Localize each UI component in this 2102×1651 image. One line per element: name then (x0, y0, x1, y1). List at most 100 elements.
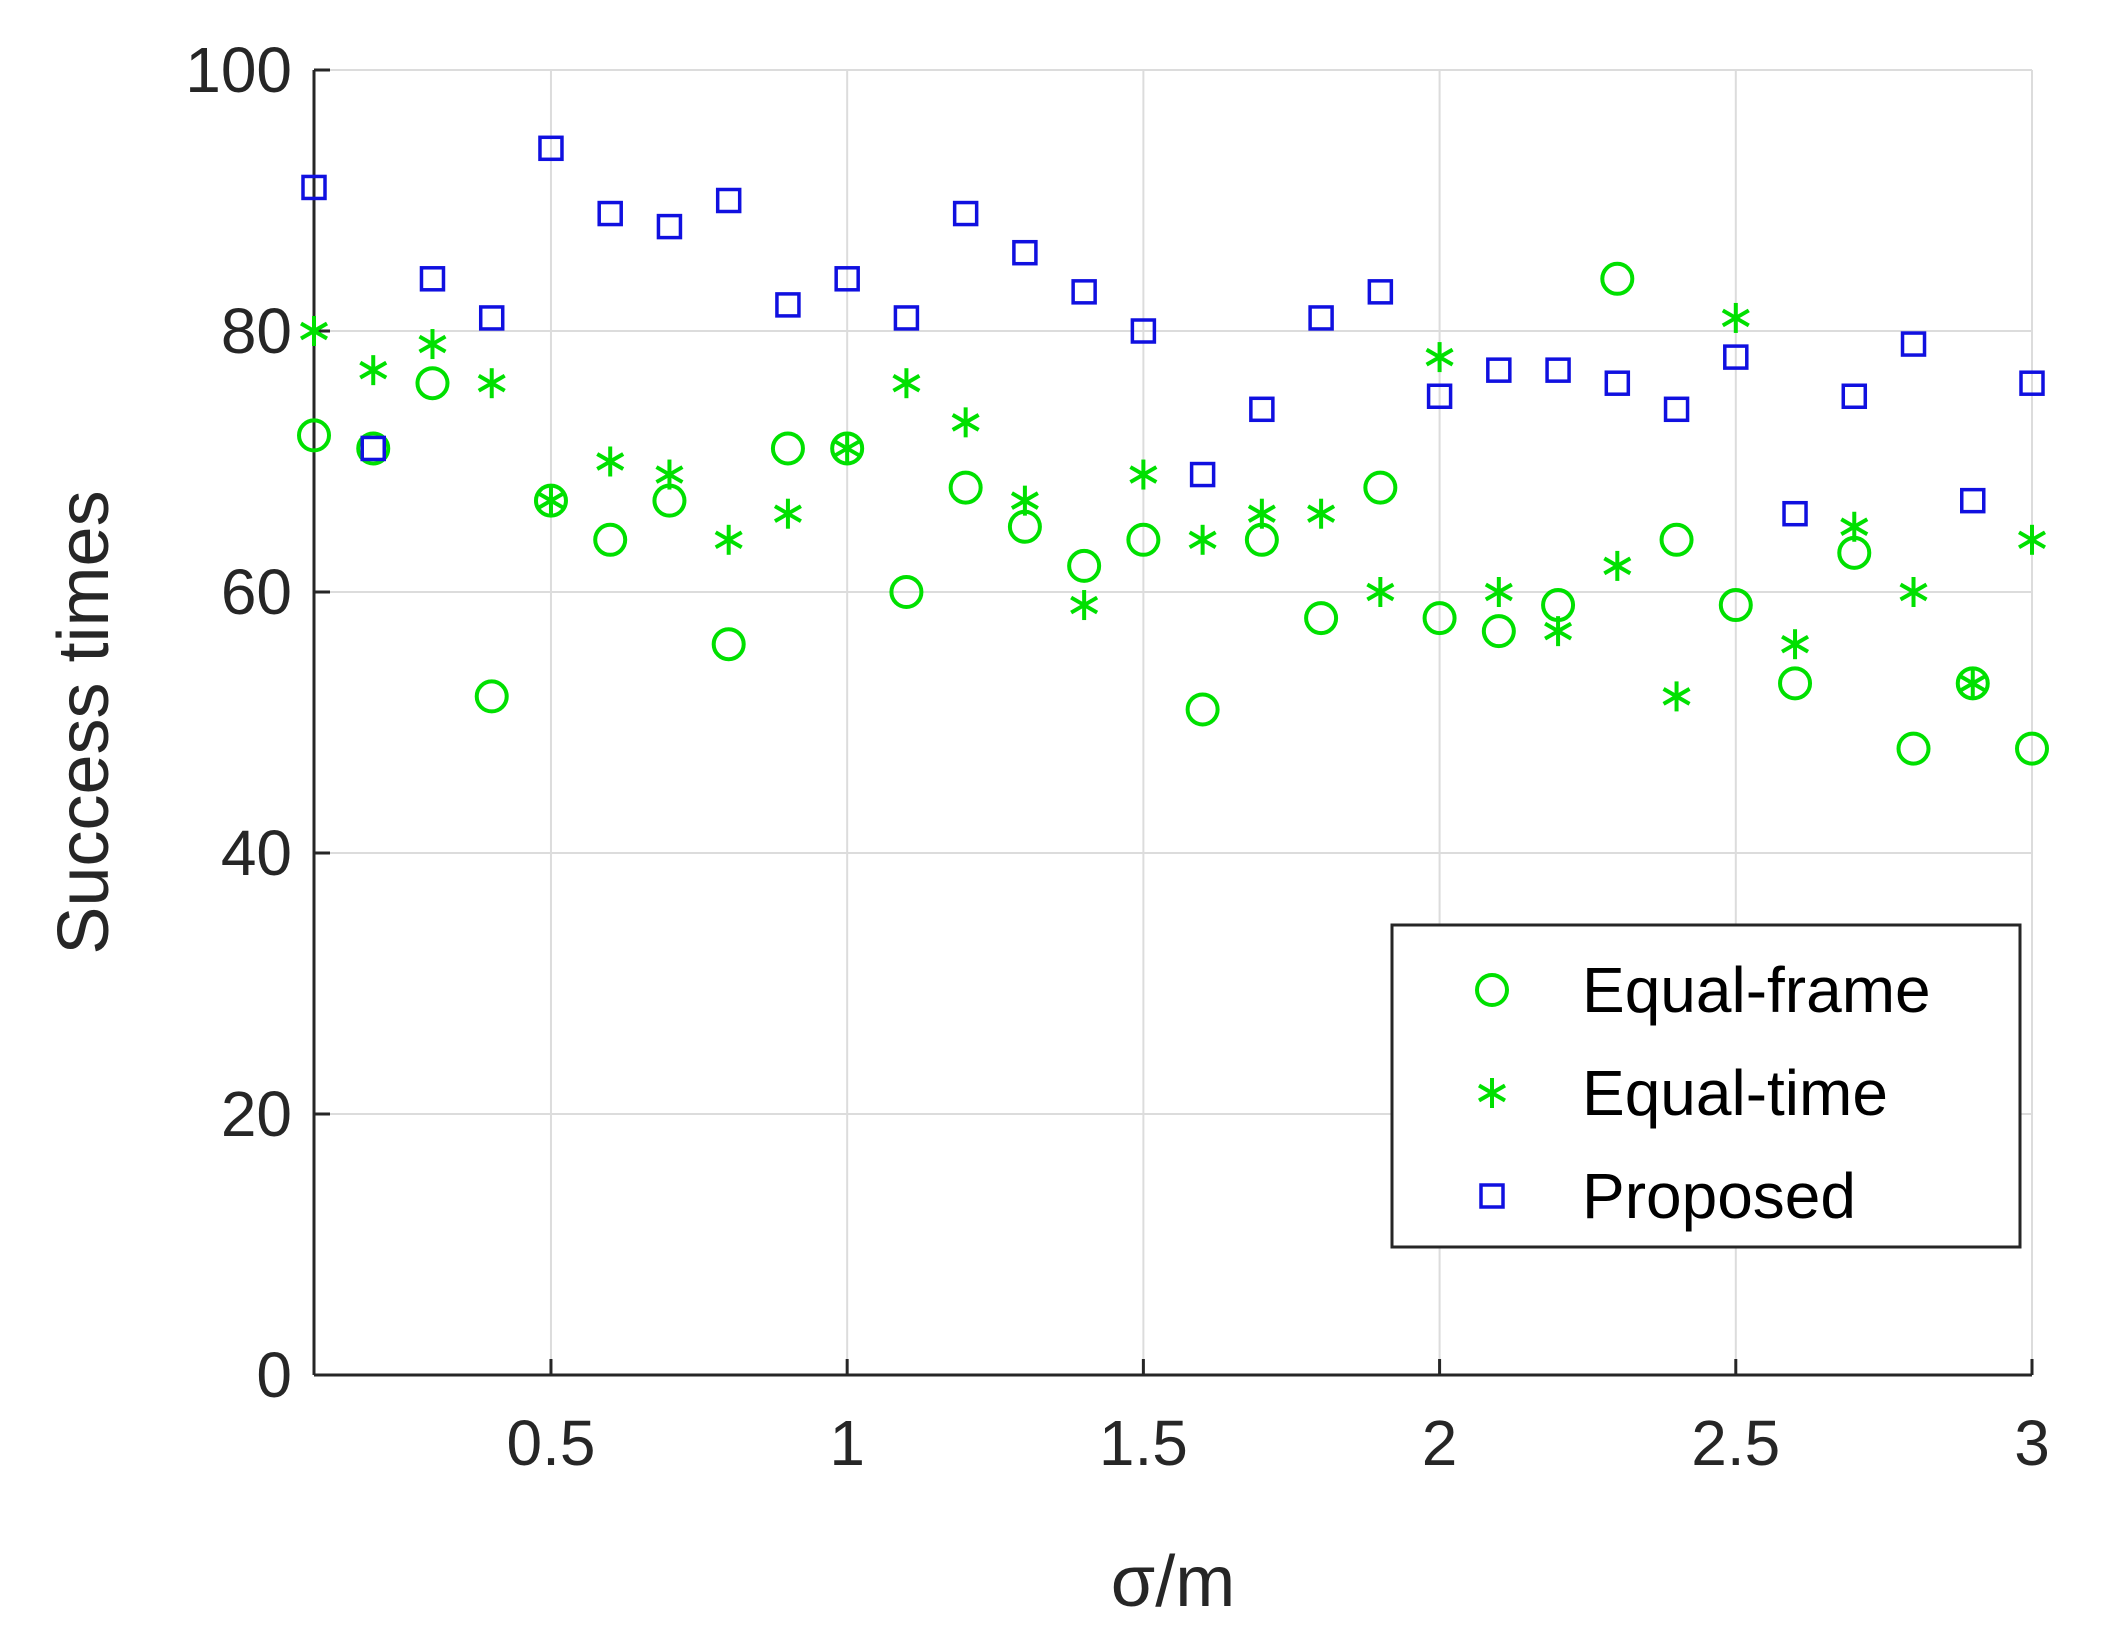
equal-frame-point (1481, 614, 1516, 649)
equal-time-point (951, 407, 980, 438)
equal-time-point (477, 368, 506, 399)
x-tick-label: 1 (829, 1407, 865, 1479)
equal-time-point (2018, 524, 2046, 555)
equal-time-point (655, 459, 684, 490)
equal-time-point (1366, 577, 1395, 607)
equal-frame-point (948, 470, 983, 505)
proposed-point (1663, 396, 1690, 423)
equal-time-point (1425, 342, 1454, 373)
proposed-point (1782, 500, 1808, 527)
legend: Equal-frame Equal-time Proposed (1390, 923, 2022, 1249)
proposed-point (834, 266, 860, 292)
equal-time-point (833, 433, 862, 464)
proposed-point (301, 174, 327, 201)
equal-time-point (1603, 550, 1632, 581)
equal-frame-point (1304, 601, 1339, 636)
proposed-point (656, 213, 683, 240)
proposed-point (1071, 279, 1097, 305)
equal-time-point (1781, 629, 1810, 660)
proposed-point (1841, 383, 1868, 409)
equal-time-point (596, 446, 625, 477)
y-tick-label: 40 (221, 817, 292, 889)
y-tick-label: 0 (256, 1339, 292, 1411)
tick-labels: 0.5 1 1.5 2 2.5 3 0 20 40 60 80 100 (185, 34, 2050, 1479)
equal-time-point (1070, 590, 1099, 621)
proposed-point (893, 305, 920, 331)
equal-frame-point (1422, 601, 1457, 636)
equal-frame-point (711, 627, 746, 662)
equal-time-point (1188, 524, 1217, 555)
proposed-point (1960, 487, 1986, 514)
equal-frame-point (1718, 588, 1753, 623)
equal-time-point (300, 316, 328, 346)
equal-time-point (1544, 616, 1573, 647)
proposed-point (478, 305, 505, 331)
equal-frame-point (1778, 666, 1813, 701)
y-tick-label: 80 (221, 295, 292, 367)
proposed-point (715, 187, 742, 214)
legend-label-equal-frame: Equal-frame (1582, 954, 1931, 1026)
equal-time-point (1247, 498, 1276, 529)
proposed-point (1545, 357, 1571, 383)
proposed-point (952, 200, 979, 227)
equal-time-point (1484, 577, 1513, 607)
x-tick-label: 0.5 (506, 1407, 595, 1479)
proposed-point (2019, 370, 2045, 396)
equal-frame-point (770, 431, 805, 466)
equal-time-point (1662, 681, 1691, 712)
y-tick-label: 60 (221, 556, 292, 628)
equal-frame-point (297, 418, 331, 453)
equal-time-point (418, 329, 447, 360)
proposed-point (419, 266, 446, 292)
x-tick-label: 3 (2014, 1407, 2050, 1479)
proposed-point (775, 292, 801, 318)
equal-time-point (536, 485, 565, 516)
proposed-point (538, 135, 564, 162)
legend-marker-proposed (1479, 1183, 1505, 1209)
equal-time-point (1840, 511, 1869, 542)
proposed-point (597, 200, 623, 227)
equal-frame-point (1067, 548, 1102, 583)
equal-time-point (1958, 668, 1987, 699)
equal-frame-point (1600, 261, 1635, 296)
equal-frame-point (474, 679, 509, 714)
equal-time-point (1129, 459, 1158, 490)
equal-time-point (1721, 302, 1750, 333)
x-tick-label: 2 (1422, 1407, 1458, 1479)
equal-frame-point (415, 366, 450, 401)
axes (312, 68, 2034, 1377)
equal-frame-point (593, 522, 628, 557)
legend-box (1390, 923, 2022, 1249)
legend-marker-equal-frame (1475, 973, 1509, 1007)
proposed-point (1367, 279, 1394, 305)
y-tick-label: 20 (221, 1078, 292, 1150)
equal-time-point (1307, 498, 1336, 529)
proposed-point (1900, 331, 1927, 357)
equal-time-point (773, 498, 802, 529)
proposed-point (1189, 461, 1216, 488)
proposed-point (1486, 357, 1512, 383)
x-tick-label: 1.5 (1099, 1407, 1188, 1479)
y-axis-title: Success times (44, 490, 124, 954)
equal-frame-point (1126, 522, 1161, 557)
equal-frame-point (1363, 470, 1398, 505)
proposed-point (1130, 318, 1157, 344)
legend-label-equal-time: Equal-time (1582, 1057, 1888, 1129)
equal-time-point (359, 355, 388, 386)
equal-time-point (892, 368, 921, 399)
equal-frame-point (1896, 731, 1931, 766)
x-tick-label: 2.5 (1691, 1407, 1780, 1479)
y-tick-label: 100 (185, 34, 292, 106)
equal-frame-point (1185, 692, 1220, 727)
x-axis-title: σ/m (1111, 1542, 1235, 1622)
equal-frame-point (889, 575, 924, 609)
proposed-point (1723, 344, 1749, 370)
proposed-point (1604, 370, 1631, 396)
proposed-point (360, 435, 386, 462)
legend-marker-equal-time (1478, 1078, 1506, 1108)
proposed-point (1426, 383, 1453, 409)
proposed-point (1308, 305, 1334, 331)
proposed-point (1012, 239, 1038, 266)
proposed-point (1249, 396, 1275, 423)
